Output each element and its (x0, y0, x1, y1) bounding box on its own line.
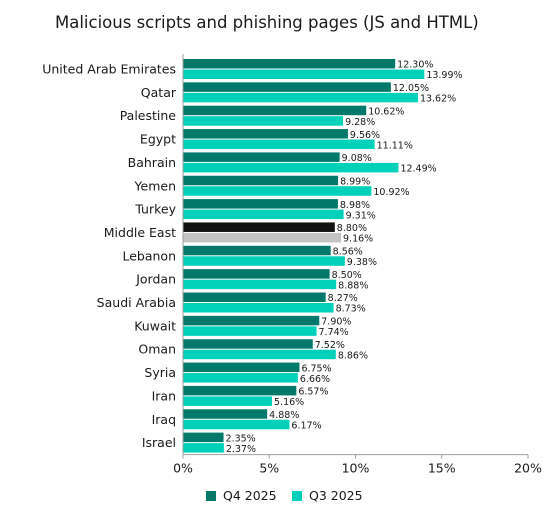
bar (183, 245, 331, 256)
data-label: 12.30% (397, 60, 433, 71)
data-label: 9.38% (347, 257, 377, 268)
data-label: 5.16% (274, 397, 304, 408)
legend-label: Q3 2025 (309, 488, 363, 503)
category-label: Egypt (140, 132, 176, 147)
bar (183, 279, 337, 290)
data-label: 8.56% (333, 247, 363, 258)
category-label: United Arab Emirates (42, 62, 176, 77)
bar (183, 162, 399, 173)
x-tick-label: 5% (259, 461, 279, 476)
category-label: Oman (138, 342, 176, 357)
data-label: 8.86% (338, 350, 368, 361)
category-label: Turkey (134, 202, 176, 217)
bar (183, 373, 298, 383)
category-label: Iran (152, 388, 176, 403)
category-label: Kuwait (134, 318, 176, 333)
bar (183, 222, 335, 232)
data-label: 6.57% (298, 387, 328, 398)
data-label: 9.28% (345, 117, 375, 128)
legend-label: Q4 2025 (223, 488, 277, 503)
data-label: 8.99% (340, 176, 370, 187)
data-label: 4.88% (269, 410, 299, 421)
data-label: 6.66% (300, 374, 330, 385)
bar (183, 443, 224, 453)
bar (183, 419, 290, 430)
category-label: Middle East (104, 225, 176, 240)
legend-swatch (292, 491, 302, 501)
category-label: Qatar (141, 85, 177, 100)
chart-title: Malicious scripts and phishing pages (JS… (55, 13, 479, 32)
data-label: 8.27% (328, 293, 358, 304)
data-label: 6.17% (291, 420, 321, 431)
bar (183, 409, 268, 419)
bar (183, 269, 330, 279)
data-label: 8.88% (338, 280, 368, 291)
bar (183, 69, 425, 79)
data-label: 2.37% (226, 444, 256, 455)
bar (183, 339, 313, 349)
bar (183, 139, 375, 150)
data-label: 13.99% (426, 70, 462, 81)
bar (183, 129, 348, 139)
x-tick-label: 0% (173, 461, 193, 476)
bar (183, 256, 345, 266)
data-label: 8.80% (337, 223, 367, 234)
bar (183, 105, 367, 116)
data-label: 7.90% (321, 317, 351, 328)
data-label: 9.56% (350, 130, 380, 141)
bar (183, 82, 391, 92)
category-label: Iraq (152, 412, 176, 427)
bar (183, 362, 300, 373)
bar (183, 292, 326, 302)
data-label: 6.75% (301, 363, 331, 374)
data-label: 8.50% (332, 270, 362, 281)
bar (183, 116, 344, 126)
x-tick-label: 10% (342, 461, 370, 476)
data-label: 9.16% (343, 234, 373, 245)
bar (183, 199, 338, 209)
data-label: 12.05% (393, 83, 429, 94)
category-label: Yemen (134, 178, 176, 193)
data-label: 8.98% (340, 200, 370, 211)
data-label: 2.35% (226, 433, 256, 444)
data-label: 9.08% (342, 153, 372, 164)
data-label: 9.31% (346, 210, 376, 221)
category-label: Saudi Arabia (97, 295, 176, 310)
bar (183, 303, 334, 313)
bar (183, 326, 317, 336)
data-label: 7.74% (319, 327, 349, 338)
data-label: 10.62% (368, 106, 404, 117)
data-label: 7.52% (315, 340, 345, 351)
bar (183, 349, 336, 360)
category-label: Bahrain (128, 155, 176, 170)
x-tick-label: 20% (514, 461, 542, 476)
category-label: Jordan (135, 272, 176, 287)
bar (183, 209, 344, 220)
data-label: 13.62% (420, 94, 456, 105)
category-label: Syria (144, 365, 176, 380)
bar (183, 59, 396, 69)
data-label: 12.49% (400, 164, 436, 175)
legend-swatch (206, 491, 216, 501)
bar (183, 385, 297, 396)
bar (183, 315, 320, 326)
bar (183, 396, 273, 406)
bar (183, 92, 418, 103)
category-label: Lebanon (122, 248, 176, 263)
data-label: 11.11% (377, 140, 413, 151)
data-label: 8.73% (336, 304, 366, 315)
bar (183, 152, 340, 162)
data-label: 10.92% (373, 187, 409, 198)
category-label: Israel (142, 435, 176, 450)
bar (183, 232, 342, 243)
bar (183, 186, 372, 196)
bar (183, 175, 339, 186)
bar (183, 432, 224, 443)
category-label: Palestine (120, 108, 177, 123)
x-tick-label: 15% (428, 461, 456, 476)
